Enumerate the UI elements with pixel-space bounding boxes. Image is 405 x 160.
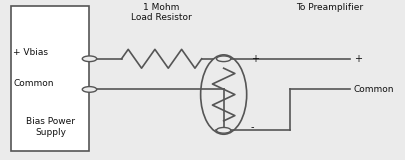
Circle shape (82, 87, 96, 92)
Text: Bias Power
Supply: Bias Power Supply (26, 117, 75, 137)
Text: +: + (353, 54, 361, 64)
Text: 1 Mohm
Load Resistor: 1 Mohm Load Resistor (131, 3, 192, 22)
Circle shape (216, 56, 230, 62)
Circle shape (216, 128, 230, 133)
Text: + Vbias: + Vbias (13, 48, 48, 57)
Text: Common: Common (353, 85, 393, 94)
Text: To Preamplifier: To Preamplifier (296, 3, 362, 12)
Ellipse shape (200, 55, 246, 134)
Text: -: - (250, 122, 254, 132)
Circle shape (82, 56, 96, 62)
Text: +: + (250, 54, 258, 64)
Bar (11, 6, 89, 151)
Text: Common: Common (13, 79, 54, 88)
